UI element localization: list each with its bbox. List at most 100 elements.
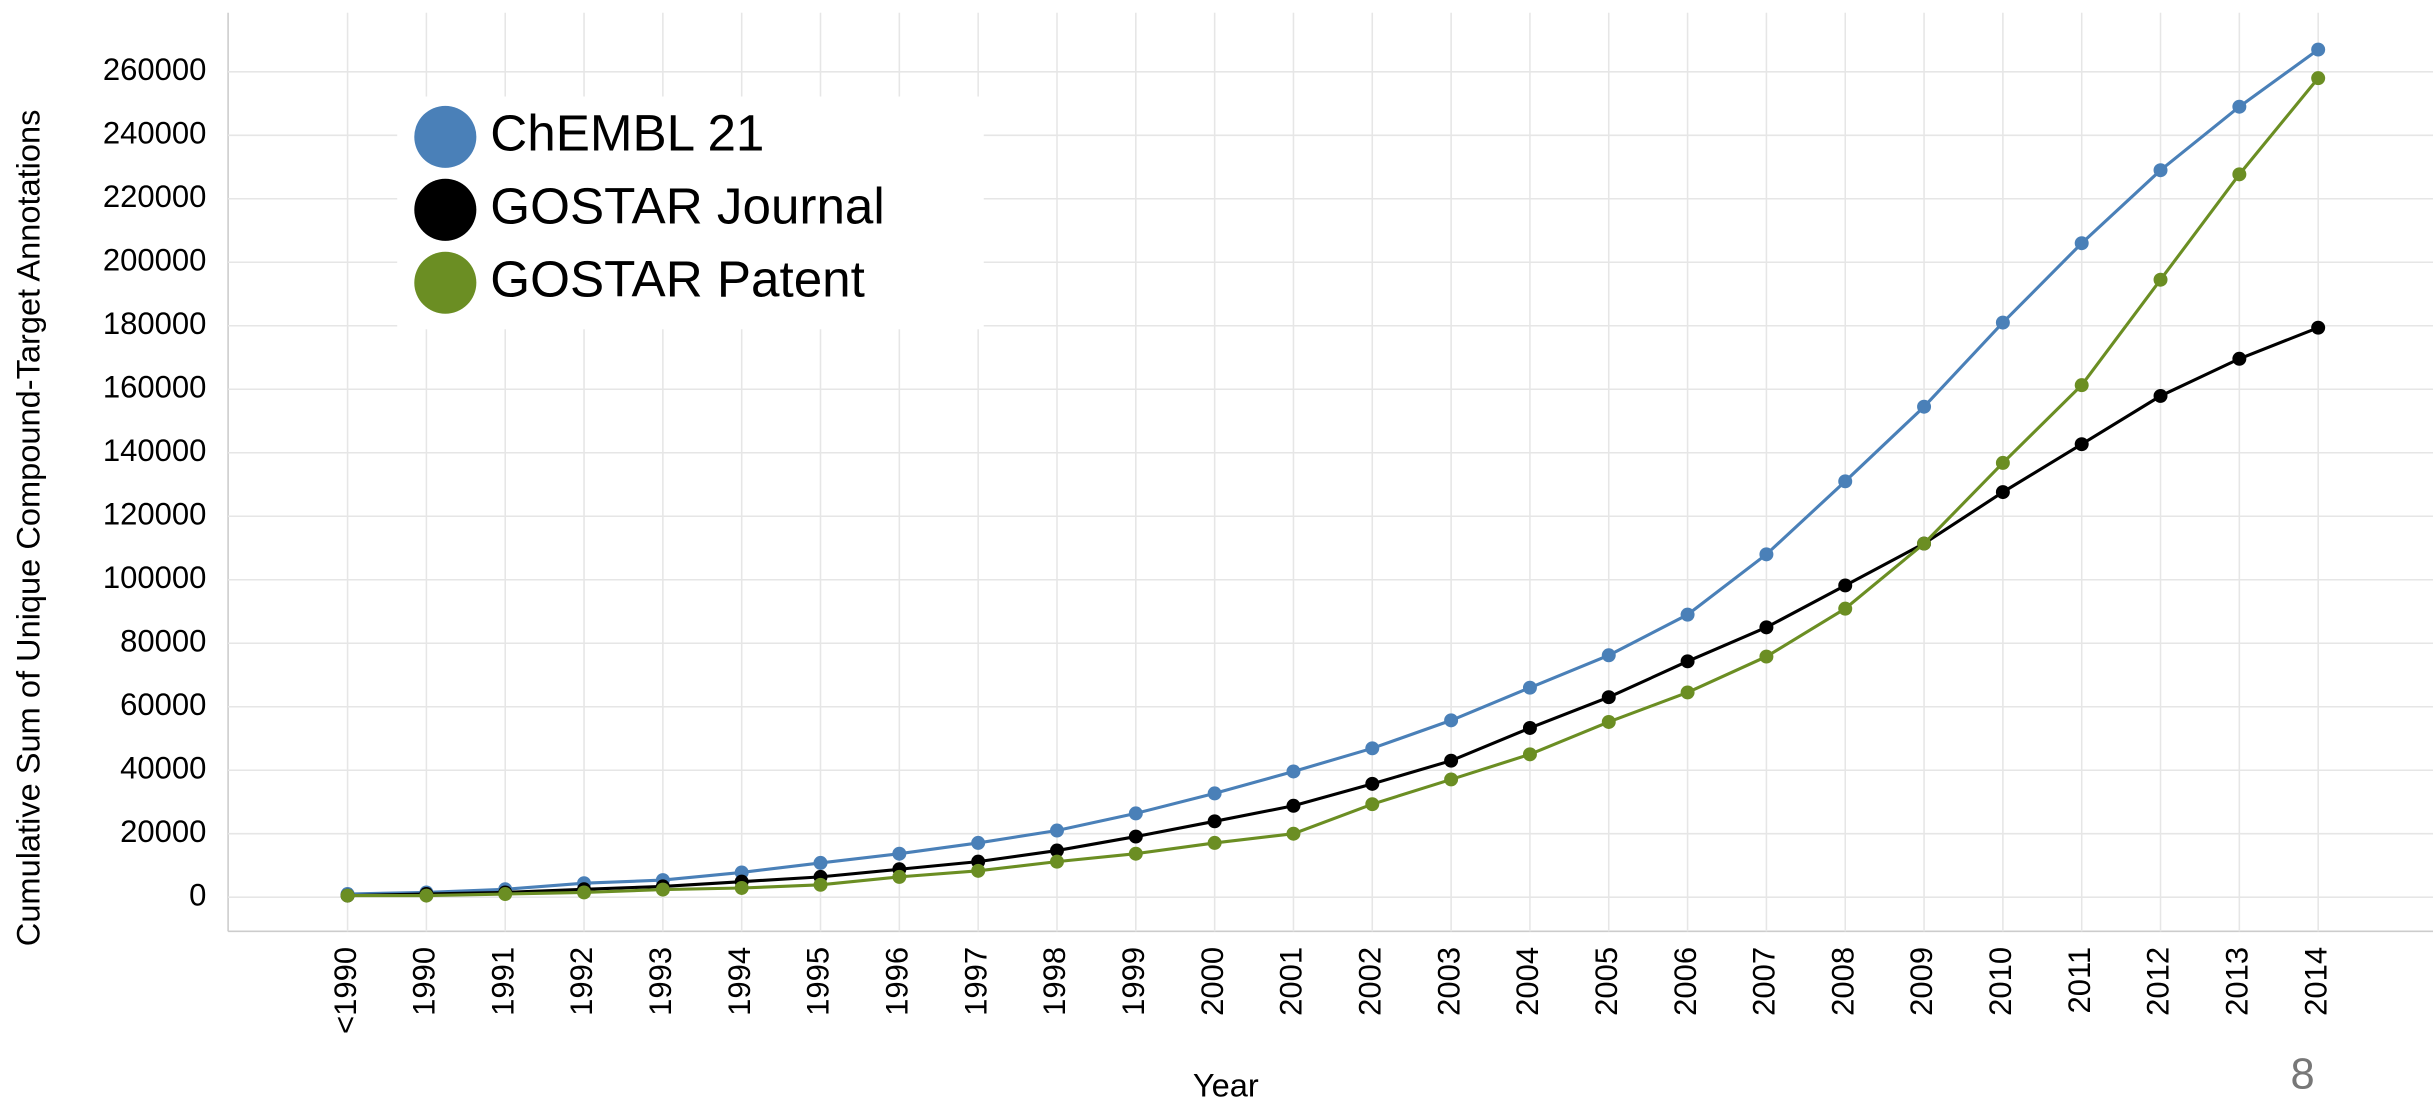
- data-point: [1286, 764, 1301, 779]
- x-tick-label: 2009: [1904, 947, 1939, 1016]
- y-tick-label: 100000: [103, 560, 207, 595]
- data-point: [1680, 654, 1695, 669]
- x-axis-label: Year: [1193, 1068, 1259, 1104]
- y-tick-label: 60000: [120, 687, 206, 722]
- data-point: [1050, 823, 1064, 838]
- x-tick-label: 1990: [407, 947, 442, 1016]
- data-point: [1050, 843, 1064, 858]
- data-point: [1838, 578, 1853, 593]
- x-tick-label: 1995: [801, 947, 836, 1016]
- x-tick-label: 1997: [958, 947, 993, 1016]
- data-point: [340, 888, 355, 903]
- y-tick-label: 260000: [103, 52, 207, 87]
- x-tick-label: 2001: [1274, 947, 1309, 1016]
- y-tick-label: 80000: [120, 623, 206, 658]
- data-point: [971, 863, 986, 878]
- data-point: [1286, 798, 1301, 813]
- data-point: [1680, 607, 1695, 622]
- data-point: [1050, 854, 1064, 869]
- data-point: [1601, 714, 1616, 729]
- data-point: [1601, 648, 1616, 663]
- data-point: [2232, 99, 2247, 114]
- data-point: [1286, 826, 1301, 841]
- data-point: [1128, 829, 1143, 844]
- x-tick-label: 1996: [880, 947, 915, 1016]
- data-point: [892, 846, 907, 861]
- data-point: [971, 835, 986, 850]
- x-tick-label: 2004: [1510, 947, 1545, 1016]
- data-point: [2311, 71, 2326, 86]
- y-tick-label: 220000: [103, 179, 207, 214]
- data-point: [498, 887, 513, 902]
- x-tick-label: 2005: [1589, 947, 1624, 1016]
- y-tick-label: 20000: [120, 814, 206, 849]
- data-point: [1444, 753, 1459, 768]
- x-tick-label: 2010: [1983, 947, 2018, 1016]
- data-point: [1759, 649, 1774, 664]
- data-point: [655, 882, 670, 897]
- data-point: [1759, 547, 1774, 562]
- x-tick-label: 2013: [2220, 947, 2255, 1016]
- legend-marker: [414, 251, 477, 314]
- series-line: [347, 77, 2320, 898]
- data-point: [1365, 741, 1380, 756]
- legend-box: [397, 96, 984, 330]
- x-tick-label: 2012: [2141, 947, 2176, 1016]
- data-point: [1838, 474, 1853, 489]
- data-point: [1917, 399, 1932, 414]
- y-tick-label: 240000: [103, 115, 207, 150]
- legend-label: ChEMBL 21: [490, 104, 764, 161]
- page-number: 8: [2291, 1051, 2315, 1099]
- y-tick-label: 40000: [120, 750, 206, 785]
- data-point: [1917, 536, 1932, 551]
- x-tick-label: 2002: [1352, 947, 1387, 1016]
- data-point: [892, 869, 907, 884]
- y-tick-label: 120000: [103, 496, 207, 531]
- data-point: [1995, 315, 2010, 330]
- data-point: [1759, 620, 1774, 635]
- data-point: [1444, 772, 1459, 787]
- data-point: [1995, 455, 2010, 470]
- data-point: [1995, 485, 2010, 500]
- data-point: [1128, 806, 1143, 821]
- data-point: [734, 881, 749, 895]
- x-tick-label: 2006: [1668, 947, 1703, 1016]
- data-point: [2153, 163, 2168, 178]
- data-point: [2153, 388, 2168, 403]
- legend-marker: [414, 105, 477, 168]
- y-tick-label: 140000: [103, 433, 207, 468]
- x-tick-label: 1991: [485, 947, 520, 1016]
- data-point: [1207, 814, 1222, 829]
- series-line: [347, 48, 2320, 896]
- data-point: [1522, 680, 1537, 695]
- data-point: [2074, 378, 2089, 393]
- data-point: [2232, 167, 2247, 182]
- data-point: [1128, 846, 1143, 861]
- legend-label: GOSTAR Journal: [490, 177, 884, 234]
- series-line: [347, 326, 2319, 898]
- y-tick-label: 200000: [103, 242, 207, 277]
- x-tick-label: 2003: [1431, 947, 1466, 1016]
- data-point: [2232, 351, 2247, 366]
- x-tick-label: 2007: [1747, 947, 1782, 1016]
- data-point: [1207, 835, 1222, 850]
- data-point: [2153, 272, 2168, 287]
- data-point: [1365, 797, 1380, 812]
- x-tick-label: 2008: [1825, 947, 1860, 1016]
- y-tick-label: 180000: [103, 306, 207, 341]
- data-point: [813, 855, 828, 870]
- y-tick-label: 160000: [103, 369, 207, 404]
- x-tick-label: <1990: [328, 947, 363, 1034]
- data-point: [2074, 236, 2089, 251]
- x-tick-label: 2014: [2298, 947, 2333, 1016]
- data-point: [1522, 721, 1537, 735]
- x-tick-label: 1993: [643, 947, 678, 1016]
- data-point: [813, 877, 828, 892]
- data-point: [1838, 601, 1853, 616]
- x-tick-label: 2011: [2062, 947, 2097, 1014]
- data-point: [1522, 747, 1537, 762]
- x-tick-label: 1998: [1037, 947, 1072, 1016]
- data-point: [1680, 685, 1695, 700]
